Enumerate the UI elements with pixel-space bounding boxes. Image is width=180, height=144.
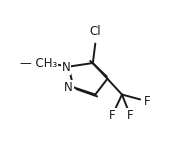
Text: N: N [64, 81, 73, 94]
Text: — CH₃: — CH₃ [20, 56, 57, 70]
Text: Cl: Cl [89, 24, 101, 38]
Text: F: F [127, 109, 133, 122]
Text: N: N [62, 61, 70, 74]
Text: F: F [109, 109, 116, 122]
Text: F: F [144, 95, 150, 108]
